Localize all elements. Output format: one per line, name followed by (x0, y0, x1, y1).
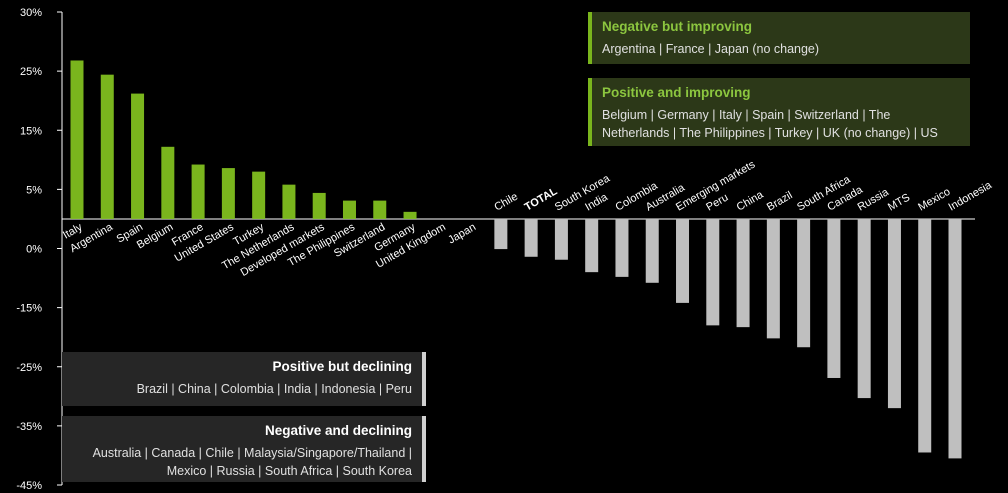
y-tick-label: 15% (20, 125, 42, 137)
x-tick-label: China (735, 188, 767, 213)
y-tick-label: 5% (26, 184, 42, 196)
bar (252, 171, 266, 219)
y-tick-label: -15% (16, 303, 42, 315)
bar (585, 218, 599, 273)
x-tick-label: TOTAL (523, 185, 560, 213)
bar (524, 218, 538, 257)
annotation-box: Positive but declining Brazil | China | … (62, 352, 426, 406)
bar (857, 218, 871, 399)
bar (282, 184, 296, 219)
y-tick-label: 0% (26, 244, 42, 256)
x-tick-label: MTS (886, 192, 912, 214)
annotation-title: Negative but improving (602, 19, 753, 34)
annotation-box: Negative but improving Argentina | Franc… (588, 12, 970, 64)
y-tick-label: 25% (20, 66, 42, 78)
bar (645, 218, 659, 283)
bar (554, 218, 568, 260)
bar (827, 218, 841, 378)
annotation-title: Positive and improving (602, 85, 751, 100)
bar (161, 146, 175, 219)
x-tick-label: Chile (492, 191, 520, 214)
bar (676, 218, 690, 303)
bar (403, 211, 417, 219)
x-tick-label: Mexico (916, 186, 952, 214)
annotation-text: Brazil | China | Colombia | India | Indo… (136, 382, 412, 396)
annotation-title: Negative and declining (264, 423, 412, 438)
bar (706, 218, 720, 326)
annotation-text: Argentina | France | Japan (no change) (602, 42, 820, 56)
annotation-text: Belgium | Germany | Italy | Spain | Swit… (602, 108, 938, 140)
y-tick-label: -35% (16, 421, 42, 433)
bar (887, 218, 901, 409)
bar (191, 164, 205, 219)
annotation-title: Positive but declining (272, 359, 412, 374)
bar (736, 218, 750, 328)
bar (615, 218, 629, 277)
annotation-box: Negative and declining Australia | Canad… (62, 416, 426, 482)
y-tick-label: 30% (20, 7, 42, 19)
bar (918, 218, 932, 453)
x-tick-label: Japan (446, 221, 478, 246)
bar (312, 192, 326, 219)
bar (100, 74, 114, 219)
bar (342, 200, 356, 219)
bar (766, 218, 780, 339)
bar (221, 168, 235, 219)
bar (948, 218, 962, 459)
bar (70, 60, 84, 219)
bar (131, 93, 145, 219)
x-tick-label: Indonesia (947, 179, 995, 214)
y-tick-label: -45% (16, 480, 42, 492)
bar (797, 218, 811, 348)
bar (373, 200, 387, 219)
annotation-box: Positive and improving Belgium | Germany… (588, 78, 970, 146)
bar (494, 218, 508, 250)
y-tick-label: -25% (16, 362, 42, 374)
annotation-text: Australia | Canada | Chile | Malaysia/Si… (92, 446, 412, 478)
x-tick-label: Brazil (765, 189, 795, 213)
